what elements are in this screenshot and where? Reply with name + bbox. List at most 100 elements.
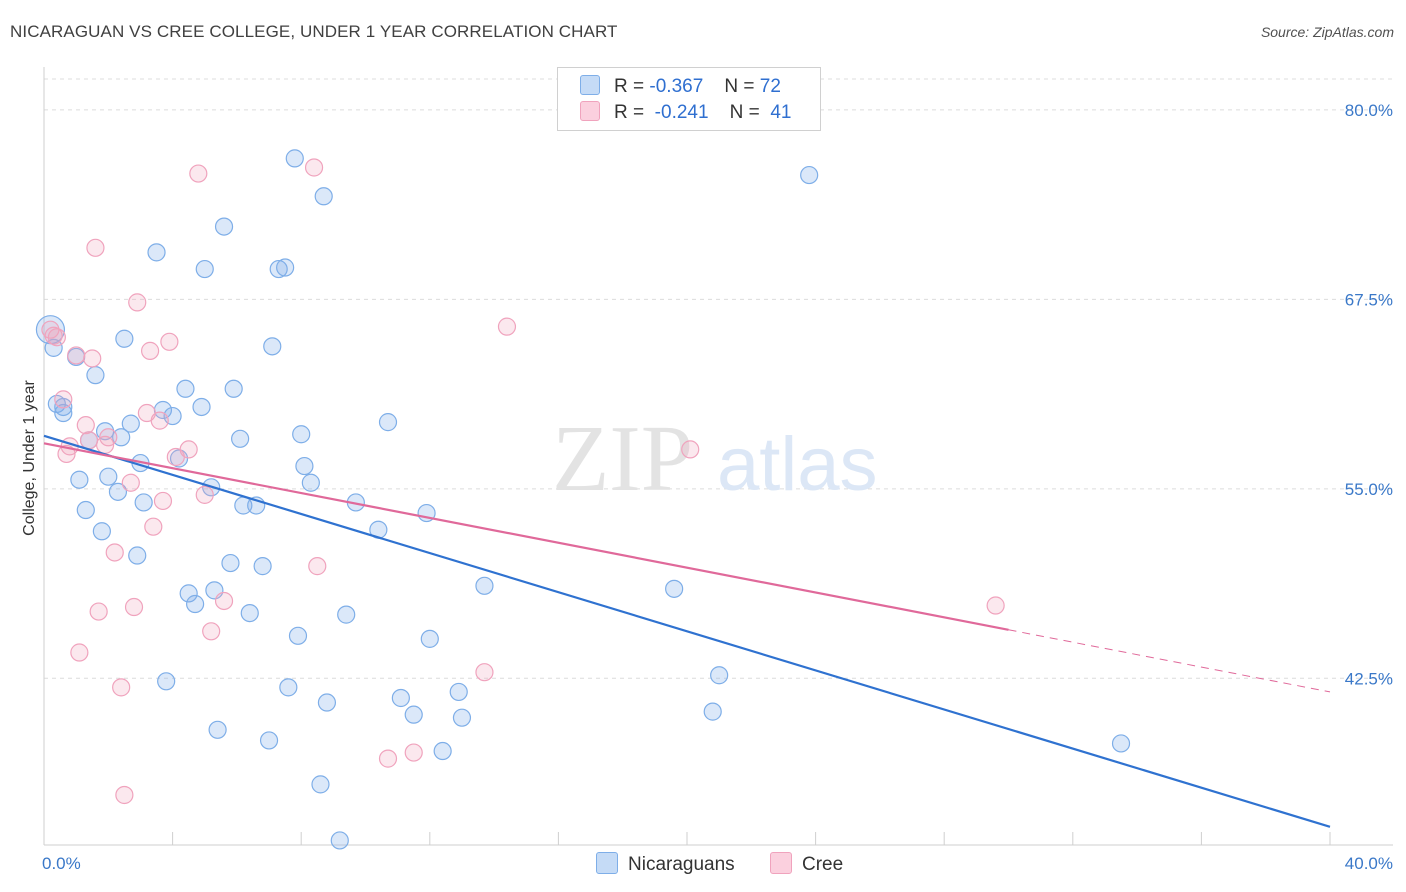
point-nicaraguans — [314, 187, 333, 206]
point-nicaraguans — [108, 482, 128, 501]
point-cree — [128, 293, 147, 312]
point-cree — [47, 328, 66, 347]
point-nicaraguans — [276, 258, 295, 277]
point-cree — [202, 622, 221, 641]
point-nicaraguans — [253, 557, 272, 576]
point-nicaraguans — [192, 397, 211, 417]
point-nicaraguans — [54, 397, 73, 417]
point-cree — [153, 491, 173, 511]
point-nicaraguans — [301, 473, 320, 492]
trend-line-cree-extension — [1008, 629, 1331, 693]
point-cree — [99, 428, 118, 447]
point-cree — [160, 332, 179, 351]
point-cree — [86, 238, 105, 257]
point-cree — [475, 663, 494, 682]
point-cree — [681, 440, 700, 459]
y-tick-label: 67.5% — [1345, 290, 1393, 309]
point-nicaraguans — [285, 149, 304, 168]
point-nicaraguans — [269, 259, 288, 279]
point-nicaraguans — [128, 546, 147, 565]
point-cree — [115, 785, 134, 805]
point-nicaraguans — [214, 217, 234, 236]
chart-title: NICARAGUAN VS CREE COLLEGE, UNDER 1 YEAR… — [10, 22, 618, 41]
point-nicaraguans — [112, 428, 131, 447]
data-points — [35, 149, 1131, 850]
y-tick-label: 42.5% — [1345, 669, 1393, 688]
trend-line-cree — [43, 442, 1009, 631]
point-nicaraguans — [195, 259, 214, 279]
point-cree — [89, 602, 108, 621]
legend-r-label: R = — [614, 102, 645, 123]
point-cree — [76, 416, 95, 435]
point-nicaraguans — [1111, 734, 1131, 753]
point-nicaraguans — [292, 425, 311, 444]
point-cree — [83, 349, 102, 368]
point-cree — [378, 749, 398, 768]
point-nicaraguans — [99, 467, 118, 486]
legend-swatch-cree — [770, 852, 792, 874]
point-nicaraguans — [92, 522, 111, 541]
legend-swatch-nicaraguans — [596, 852, 618, 874]
point-nicaraguans — [391, 688, 410, 708]
point-cree — [150, 411, 169, 430]
legend-n-value: 72 — [759, 76, 781, 97]
point-nicaraguans — [208, 720, 227, 739]
point-nicaraguans — [134, 493, 153, 512]
point-nicaraguans — [317, 693, 337, 712]
point-nicaraguans — [259, 731, 279, 750]
legend-label-nicaraguans: Nicaraguans — [628, 854, 735, 875]
point-cree — [112, 678, 131, 697]
point-nicaraguans — [147, 243, 166, 262]
legend-row-cree: R = -0.241 N = 41 — [580, 101, 791, 127]
point-nicaraguans — [330, 831, 349, 850]
point-cree — [189, 164, 208, 183]
point-nicaraguans — [186, 594, 205, 614]
point-nicaraguans — [240, 603, 259, 623]
bottom-legend-cree: Cree — [770, 852, 843, 876]
point-nicaraguans — [420, 629, 439, 648]
point-nicaraguans — [449, 682, 468, 702]
point-nicaraguans — [224, 379, 243, 398]
legend-n-label: N = — [729, 102, 760, 123]
point-nicaraguans — [378, 413, 398, 432]
trend-line-nicaraguans — [43, 434, 1331, 828]
point-cree — [140, 341, 160, 360]
bottom-legend-nicaraguans: Nicaraguans — [596, 852, 735, 876]
axes — [43, 67, 1393, 846]
point-nicaraguans — [176, 379, 195, 398]
watermark-zip: ZIP — [552, 407, 693, 511]
point-nicaraguans — [452, 708, 472, 727]
source-label: Source: ZipAtlas.com — [1260, 24, 1394, 40]
legend-label-cree: Cree — [802, 854, 844, 875]
point-cree — [79, 431, 99, 450]
point-nicaraguans — [475, 576, 494, 595]
point-nicaraguans — [288, 626, 308, 645]
point-nicaraguans — [703, 702, 722, 721]
legend-row-nicaraguans: R = -0.367 N = 72 — [580, 75, 781, 101]
y-tick-label: 55.0% — [1345, 480, 1393, 499]
legend-swatch-cree — [580, 101, 600, 121]
point-cree — [124, 597, 144, 617]
point-nicaraguans — [121, 414, 140, 433]
point-nicaraguans — [337, 605, 356, 624]
tick-labels: 42.5% 55.0% 67.5% 80.0% 0.0% 40.0% — [42, 101, 1393, 873]
trend-lines — [43, 434, 1331, 828]
legend-n-label: N = — [724, 76, 755, 97]
point-nicaraguans — [279, 678, 298, 697]
point-cree — [308, 557, 327, 576]
point-nicaraguans — [665, 579, 684, 598]
point-nicaraguans — [86, 366, 105, 385]
legend-swatch-nicaraguans — [580, 75, 600, 95]
x-tick-label-min: 0.0% — [42, 854, 81, 873]
point-cree — [986, 596, 1005, 615]
point-cree — [214, 591, 234, 611]
y-axis-label: College, Under 1 year — [21, 380, 38, 536]
point-cree — [70, 643, 89, 662]
point-cree — [54, 390, 73, 409]
point-cree — [179, 440, 198, 459]
point-nicaraguans — [76, 500, 95, 520]
point-nicaraguans — [295, 456, 314, 476]
point-cree — [195, 485, 214, 504]
point-cree — [304, 158, 324, 177]
